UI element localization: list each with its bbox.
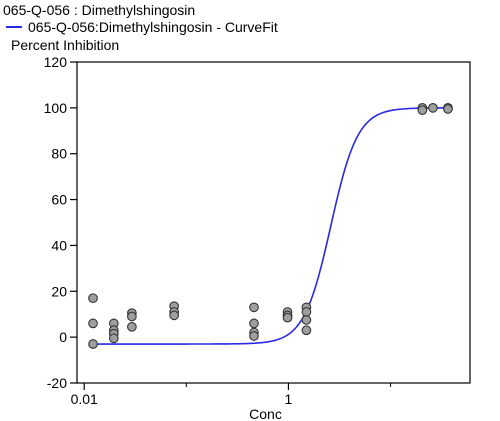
data-point: [301, 315, 312, 325]
data-point: [88, 318, 98, 329]
y-tick-label: -20: [47, 375, 67, 391]
y-tick-label: 60: [51, 192, 67, 208]
data-point: [417, 105, 428, 115]
x-tick-label: 0.01: [71, 391, 98, 407]
data-point: [249, 318, 259, 329]
data-point: [127, 321, 137, 332]
y-tick-label: 120: [44, 54, 68, 70]
data-point: [301, 307, 312, 317]
x-tick-label: 1: [285, 391, 293, 407]
y-tick-label: 20: [51, 283, 67, 299]
data-point: [428, 103, 438, 113]
data-point: [88, 339, 98, 349]
plot-frame: [76, 61, 471, 384]
data-point: [249, 302, 259, 313]
data-point: [301, 325, 312, 336]
x-axis-label: Conc: [249, 406, 282, 421]
y-tick-label: 40: [51, 237, 67, 253]
legend-label-curvefit: 065-Q-056:Dimethylshingosin - CurveFit: [28, 19, 278, 35]
legend: 065-Q-056:Dimethylshingosin - CurveFit: [6, 19, 278, 35]
data-point: [249, 331, 259, 341]
curve-fit-line: [91, 107, 453, 345]
y-tick-label: 80: [51, 146, 67, 162]
chart-title: 065-Q-056 : Dimethylshingosin: [3, 2, 196, 18]
data-point: [443, 104, 453, 114]
data-point: [108, 333, 119, 344]
y-tick-label: 100: [44, 100, 68, 116]
data-point: [169, 310, 179, 321]
data-point: [88, 293, 98, 304]
y-axis-label: Percent Inhibition: [11, 37, 120, 53]
legend-line-swatch: [6, 26, 22, 28]
data-point: [127, 311, 137, 322]
data-point: [282, 312, 293, 323]
y-tick-label: 0: [59, 329, 67, 345]
